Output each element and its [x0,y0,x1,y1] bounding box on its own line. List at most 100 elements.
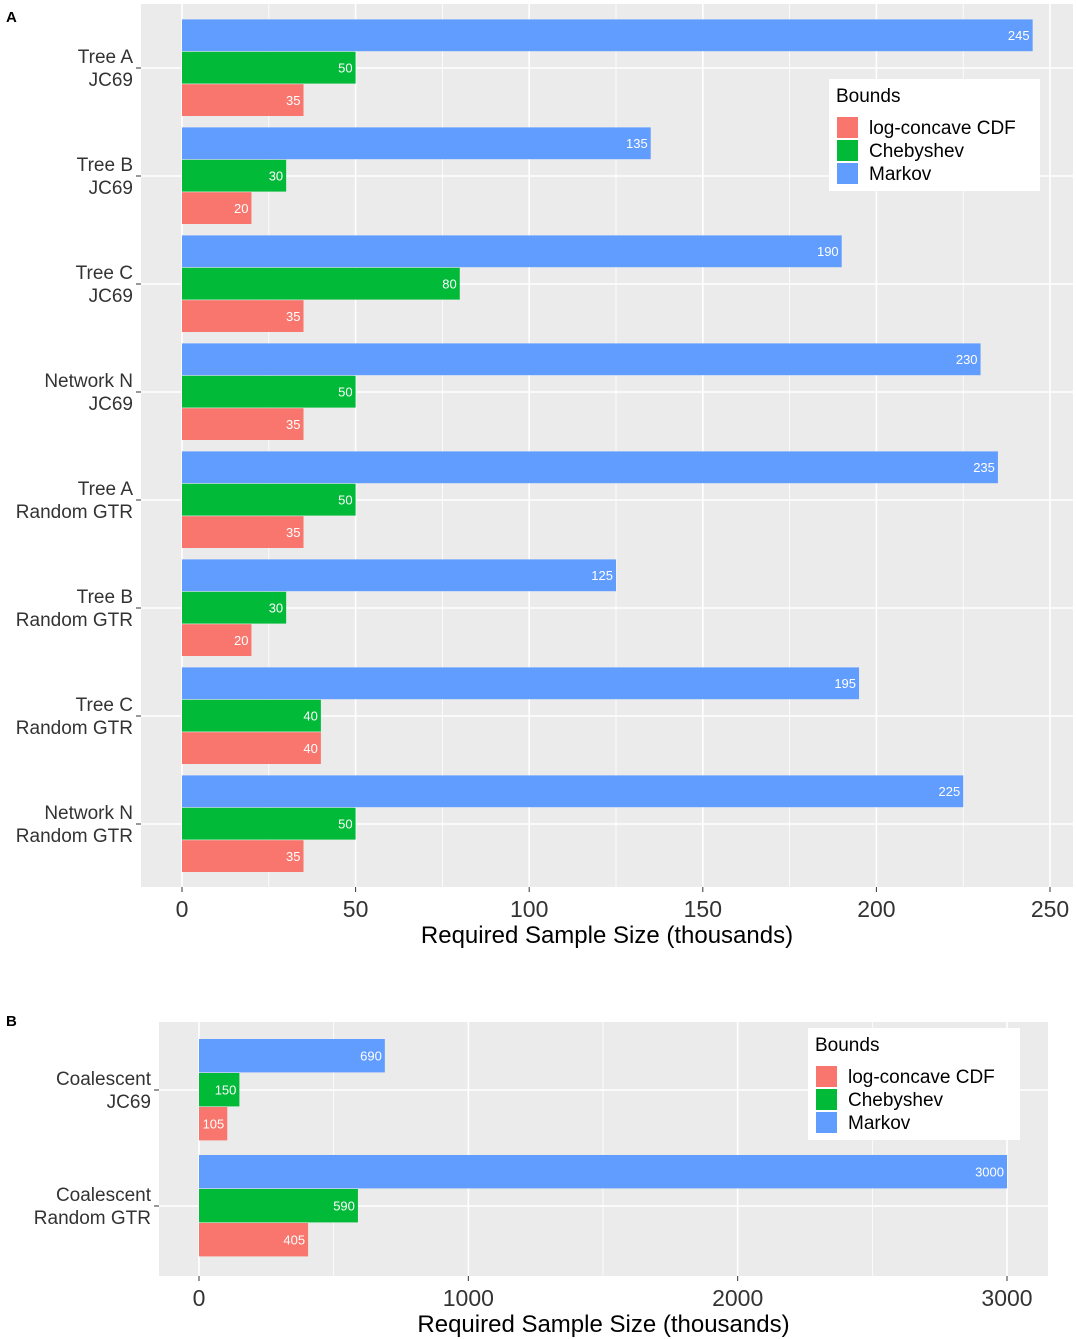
bar-markov [182,775,964,808]
chart-panel-b: 690150105CoalescentJC693000590405Coalesc… [34,1022,1048,1338]
bar-value-label-markov: 225 [938,784,960,799]
legend-label-chebyshev: Chebyshev [848,1090,944,1111]
bar-markov [182,19,1033,52]
x-tick-label: 0 [176,896,189,922]
category-label-line1: Network N [44,803,133,824]
category-label-line1: Tree B [77,155,133,176]
category-label-line2: JC69 [89,70,133,91]
bar-markov [182,451,998,484]
bar-log-concave-cdf [199,1107,228,1141]
bar-value-label-markov: 235 [973,460,995,475]
bar-value-label-log-concave-cdf: 35 [286,417,300,432]
bar-value-label-chebyshev: 590 [333,1199,355,1214]
x-tick-label: 1000 [443,1285,494,1311]
bar-value-label-log-concave-cdf: 35 [286,309,300,324]
bar-value-label-log-concave-cdf: 20 [234,633,248,648]
legend-title: Bounds [815,1035,879,1056]
panel-a-letter: A [6,9,17,26]
bar-value-label-markov: 690 [360,1049,382,1064]
category-label-line1: Tree C [76,263,133,284]
bar-value-label-markov: 135 [626,136,648,151]
bar-value-label-markov: 190 [817,244,839,259]
bar-log-concave-cdf [182,192,252,224]
x-tick-label: 250 [1031,896,1069,922]
category-label-line1: Coalescent [56,1185,152,1206]
category-label-line2: JC69 [89,178,133,199]
category-label-line1: Tree B [77,587,133,608]
category-label-line2: Random GTR [16,610,133,631]
bar-markov [182,667,860,700]
bar-value-label-markov: 245 [1008,28,1030,43]
legend-label-log-concave-cdf: log-concave CDF [869,118,1016,139]
legend-box [829,79,1040,191]
bar-value-label-markov: 195 [834,676,856,691]
bar-value-label-log-concave-cdf: 105 [203,1117,225,1132]
bar-value-label-markov: 230 [956,352,978,367]
bar-log-concave-cdf [182,84,304,116]
category-label-line2: Random GTR [34,1208,151,1229]
x-tick-label: 200 [857,896,895,922]
x-axis-title: Required Sample Size (thousands) [421,922,793,949]
bar-markov [199,1039,385,1073]
bar-log-concave-cdf [199,1223,309,1257]
x-tick-label: 3000 [981,1285,1032,1311]
bar-value-label-log-concave-cdf: 40 [303,741,317,756]
bar-chebyshev [182,375,356,408]
bar-chebyshev [182,483,356,516]
bar-markov [182,343,981,376]
bar-markov [182,235,842,268]
category-label-line2: JC69 [89,394,133,415]
x-axis-title: Required Sample Size (thousands) [417,1311,789,1338]
bar-value-label-log-concave-cdf: 405 [283,1233,305,1248]
bar-chebyshev [182,267,460,300]
bar-chebyshev [182,591,287,624]
category-label-line1: Coalescent [56,1069,152,1090]
legend-label-markov: Markov [848,1113,911,1134]
panel-b-letter: B [6,1013,17,1030]
bar-value-label-chebyshev: 50 [338,385,352,400]
bar-chebyshev [182,807,356,840]
x-tick-label: 150 [684,896,722,922]
category-label-line2: Random GTR [16,826,133,847]
bar-value-label-chebyshev: 50 [338,61,352,76]
bar-value-label-chebyshev: 40 [303,709,317,724]
bar-markov [182,127,651,160]
bar-chebyshev [199,1189,358,1223]
bar-value-label-chebyshev: 30 [269,601,283,616]
category-label-line1: Tree C [76,695,133,716]
bar-log-concave-cdf [182,840,304,872]
bar-log-concave-cdf [182,300,304,332]
bar-value-label-log-concave-cdf: 35 [286,525,300,540]
x-tick-label: 50 [343,896,369,922]
category-label-line1: Tree A [78,47,134,68]
legend-title: Bounds [836,86,900,107]
bar-chebyshev [182,159,287,192]
bar-chebyshev [199,1073,240,1107]
category-label-line2: JC69 [89,286,133,307]
bar-value-label-chebyshev: 80 [442,277,456,292]
bar-value-label-chebyshev: 150 [215,1083,237,1098]
legend-box [808,1028,1020,1140]
bar-log-concave-cdf [182,624,252,656]
bar-value-label-log-concave-cdf: 35 [286,93,300,108]
bar-value-label-chebyshev: 50 [338,817,352,832]
legend-key-log-concave-cdf [837,117,858,138]
legend-key-markov [816,1112,837,1133]
bar-markov [199,1155,1007,1189]
category-label-line1: Network N [44,371,133,392]
category-label-line2: Random GTR [16,718,133,739]
bar-chebyshev [182,699,321,732]
bar-value-label-chebyshev: 30 [269,169,283,184]
bar-log-concave-cdf [182,516,304,548]
bar-value-label-markov: 125 [591,568,613,583]
bar-markov [182,559,616,592]
x-tick-label: 2000 [712,1285,763,1311]
category-label-line2: Random GTR [16,502,133,523]
x-tick-label: 0 [193,1285,206,1311]
bar-value-label-log-concave-cdf: 35 [286,849,300,864]
legend-key-chebyshev [837,140,858,161]
